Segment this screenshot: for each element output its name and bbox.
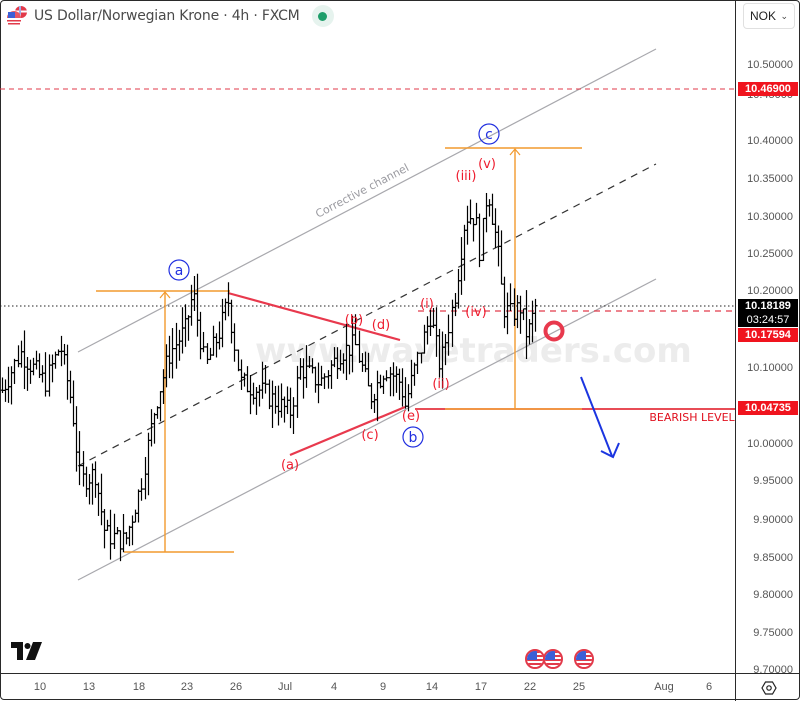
us-event-flag-icon[interactable]: [543, 649, 563, 669]
wave-label-iii: (iii): [456, 169, 477, 184]
time-axis[interactable]: 10 13 18 23 26 Jul 4 9 14 17 22 25 Aug 6: [0, 673, 735, 701]
time-tick: 25: [572, 681, 586, 693]
bearish-arrow-icon: [580, 376, 613, 457]
us-event-flag-icon[interactable]: [574, 649, 594, 669]
time-tick: 14: [425, 681, 439, 693]
price-tick: 10.30000: [747, 211, 793, 223]
bearish-level-label: BEARISH LEVEL: [649, 411, 735, 424]
chevron-down-icon: ⌄: [780, 10, 788, 21]
wave-label-iv: (iv): [465, 305, 486, 320]
currency-value: NOK: [750, 9, 777, 23]
price-tick: 9.90000: [753, 514, 793, 526]
time-tick: 18: [132, 681, 146, 693]
triangle-upper-line[interactable]: [227, 291, 401, 342]
channel-mid-line[interactable]: [77, 163, 657, 467]
wave-label-b: b: [402, 426, 424, 448]
time-tick: 13: [82, 681, 96, 693]
ohlc-bars: [0, 192, 538, 562]
time-tick: 10: [33, 681, 47, 693]
time-tick: 22: [523, 681, 537, 693]
symbol-title[interactable]: US Dollar/Norwegian Krone · 4h · FXCM: [34, 8, 300, 24]
currency-select[interactable]: NOK ⌄: [743, 3, 795, 29]
price-tick: 9.80000: [753, 589, 793, 601]
channel-lower-line[interactable]: [77, 278, 657, 581]
last-price-label: 10.18189: [738, 299, 798, 313]
time-tick: 23: [180, 681, 194, 693]
price-tick: 9.85000: [753, 552, 793, 564]
chart-settings-button[interactable]: [735, 673, 800, 701]
wave-label-minor-e: (e): [402, 409, 420, 424]
time-tick: Aug: [654, 681, 674, 693]
measure-arrowhead-a: [159, 291, 171, 299]
channel-upper-line[interactable]: [77, 48, 657, 353]
us-event-flag-icon[interactable]: [525, 649, 545, 669]
usd-nok-flag-icon: [7, 6, 27, 25]
wave-label-minor-a: (a): [281, 458, 299, 473]
time-tick: 6: [705, 681, 713, 693]
wave-label-minor-b: (b): [345, 313, 363, 328]
wave-label-minor-d: (d): [372, 318, 390, 333]
market-status-indicator[interactable]: [311, 5, 334, 27]
price-tick: 10.50000: [747, 59, 793, 71]
price-axis[interactable]: NOK ⌄ 10.50000 10.45000 10.40000 10.3500…: [735, 0, 800, 676]
price-tick: 10.00000: [747, 438, 793, 450]
chart-header: US Dollar/Norwegian Krone · 4h · FXCM: [6, 5, 334, 27]
price-tick: 10.25000: [747, 248, 793, 260]
time-tick: 4: [330, 681, 338, 693]
svg-text:a: a: [175, 263, 184, 279]
price-tick: 10.35000: [747, 173, 793, 185]
wave-label-a: a: [168, 259, 190, 281]
time-tick: 26: [229, 681, 243, 693]
price-tick: 10.20000: [747, 285, 793, 297]
chart-svg: www.wavetraders.com Corrective channel a: [0, 48, 736, 581]
invalidation-circle-marker: [543, 320, 565, 342]
watermark: www.wavetraders.com: [255, 331, 692, 371]
economic-events: [525, 649, 563, 669]
bearish-level-price-label: 10.04735: [738, 401, 798, 415]
price-tick: 9.95000: [753, 475, 793, 487]
chart-plot-area[interactable]: www.wavetraders.com Corrective channel a: [0, 0, 736, 673]
time-tick: 9: [379, 681, 387, 693]
time-tick: Jul: [277, 681, 293, 693]
price-tick: 10.40000: [747, 135, 793, 147]
bar-countdown-label: 03:24:57: [738, 313, 798, 327]
resistance-price-label: 10.46900: [738, 82, 798, 96]
current-level-price-label: 10.17594: [738, 328, 798, 342]
price-tick: 10.10000: [747, 362, 793, 374]
tradingview-logo-icon[interactable]: [11, 642, 43, 660]
market-open-dot-icon: [318, 11, 328, 21]
economic-events: [574, 649, 594, 669]
time-tick: 17: [474, 681, 488, 693]
price-tick: 9.75000: [753, 627, 793, 639]
wave-label-minor-c: (c): [361, 428, 378, 443]
wave-label-i: (i): [420, 297, 434, 312]
svg-text:b: b: [409, 430, 418, 446]
channel-label: Corrective channel: [313, 161, 411, 220]
settings-hexagon-icon: [760, 680, 777, 695]
wave-label-c: c: [478, 123, 500, 145]
svg-text:c: c: [485, 127, 493, 143]
wave-label-v: (v): [478, 157, 496, 172]
triangle-lower-line[interactable]: [289, 405, 406, 457]
wave-label-ii: (ii): [432, 377, 449, 392]
measure-arrowhead-c: [509, 148, 521, 156]
